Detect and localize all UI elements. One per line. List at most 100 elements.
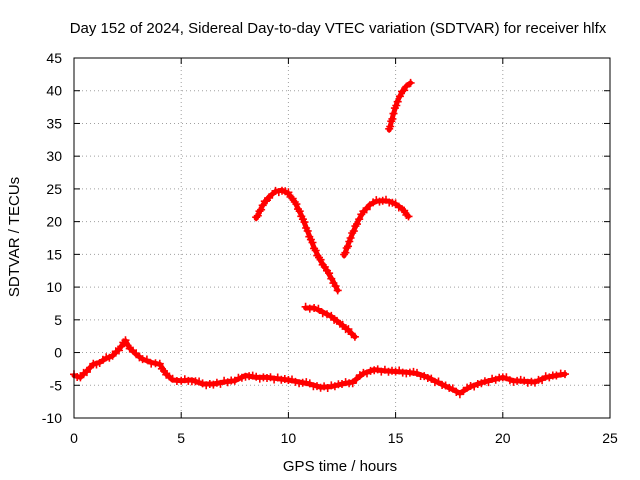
y-tick-label: 35 <box>46 115 62 131</box>
data-point <box>311 246 320 255</box>
data-point <box>341 248 350 257</box>
data-point <box>346 234 355 242</box>
data-point <box>384 367 393 376</box>
data-point <box>280 375 289 383</box>
data-point <box>350 332 359 341</box>
series-arc-3 <box>340 195 413 259</box>
data-point <box>516 375 525 384</box>
data-point <box>202 381 211 390</box>
data-point <box>115 346 123 355</box>
data-point <box>392 101 401 110</box>
data-point <box>325 269 334 278</box>
data-point <box>404 212 413 221</box>
data-point <box>344 242 352 251</box>
data-point <box>348 379 357 388</box>
data-point <box>388 114 397 123</box>
data-point <box>237 373 246 382</box>
data-point <box>318 309 327 318</box>
data-point <box>355 215 364 224</box>
data-point <box>342 244 351 252</box>
data-point <box>327 274 336 283</box>
data-point <box>552 371 561 380</box>
data-point <box>82 368 91 377</box>
y-tick-label: 5 <box>54 312 62 328</box>
data-point <box>253 211 262 220</box>
y-tick-label: 25 <box>46 181 62 197</box>
x-tick-label: 25 <box>602 430 618 446</box>
data-point <box>252 213 261 222</box>
data-point <box>523 378 532 387</box>
data-point <box>168 374 177 383</box>
data-point <box>198 379 207 388</box>
data-point <box>257 205 266 214</box>
x-tick-label: 5 <box>177 430 185 446</box>
x-tick-label: 15 <box>388 430 404 446</box>
y-axis-title: SDTVAR / TECUs <box>6 177 23 297</box>
data-point <box>252 372 261 381</box>
data-point <box>223 378 232 387</box>
y-tick-label: 45 <box>46 50 62 66</box>
data-point <box>316 383 325 392</box>
series-arc-baseline <box>70 336 569 399</box>
y-tick-label: -10 <box>42 410 62 426</box>
data-point <box>295 207 304 216</box>
data-point <box>391 199 400 208</box>
data-point <box>302 378 311 387</box>
data-point <box>409 367 418 376</box>
data-point <box>505 376 514 385</box>
data-point <box>393 97 402 106</box>
data-point <box>370 366 379 375</box>
data-point <box>248 371 257 380</box>
data-point <box>177 376 186 385</box>
x-tick-label: 10 <box>281 430 297 446</box>
data-point <box>362 205 371 214</box>
chart-title: Day 152 of 2024, Sidereal Day-to-day VTE… <box>70 20 607 37</box>
data-point <box>538 376 547 385</box>
x-tick-label: 0 <box>70 430 78 446</box>
data-point <box>155 359 164 368</box>
data-point <box>561 370 569 379</box>
data-point <box>395 92 404 101</box>
data-point <box>76 373 85 382</box>
data-point <box>323 310 331 319</box>
data-point <box>331 282 340 291</box>
data-point <box>541 372 550 381</box>
data-point <box>212 378 221 387</box>
data-point <box>180 375 189 384</box>
data-point <box>509 377 518 386</box>
data-point <box>341 378 350 387</box>
series-arc-2 <box>252 186 342 295</box>
y-tick-label: 20 <box>46 214 62 230</box>
data-point <box>121 336 130 345</box>
data-point <box>488 374 497 383</box>
y-tick-label: 10 <box>46 279 62 295</box>
y-tick-label: 30 <box>46 148 62 164</box>
data-point <box>320 382 329 391</box>
data-point <box>400 206 409 215</box>
data-point <box>352 375 361 384</box>
data-point <box>427 374 436 383</box>
series-layer <box>70 78 569 399</box>
data-point <box>391 367 400 376</box>
data-point <box>132 349 141 358</box>
series-arc-4 <box>385 78 415 133</box>
data-point <box>292 200 301 209</box>
series-line <box>303 305 358 340</box>
data-point <box>284 188 293 197</box>
data-point <box>349 227 358 236</box>
data-point <box>406 78 415 87</box>
y-tick-label: 40 <box>46 83 62 99</box>
data-point <box>386 122 395 131</box>
data-point <box>448 384 457 393</box>
data-point <box>142 355 151 364</box>
data-point <box>108 351 117 360</box>
data-point <box>220 376 229 385</box>
plot-frame <box>73 57 611 419</box>
data-point <box>340 250 349 259</box>
data-point <box>333 286 342 295</box>
data-point <box>314 304 323 313</box>
data-point <box>513 376 522 385</box>
data-point <box>338 320 347 329</box>
data-point <box>353 220 361 229</box>
